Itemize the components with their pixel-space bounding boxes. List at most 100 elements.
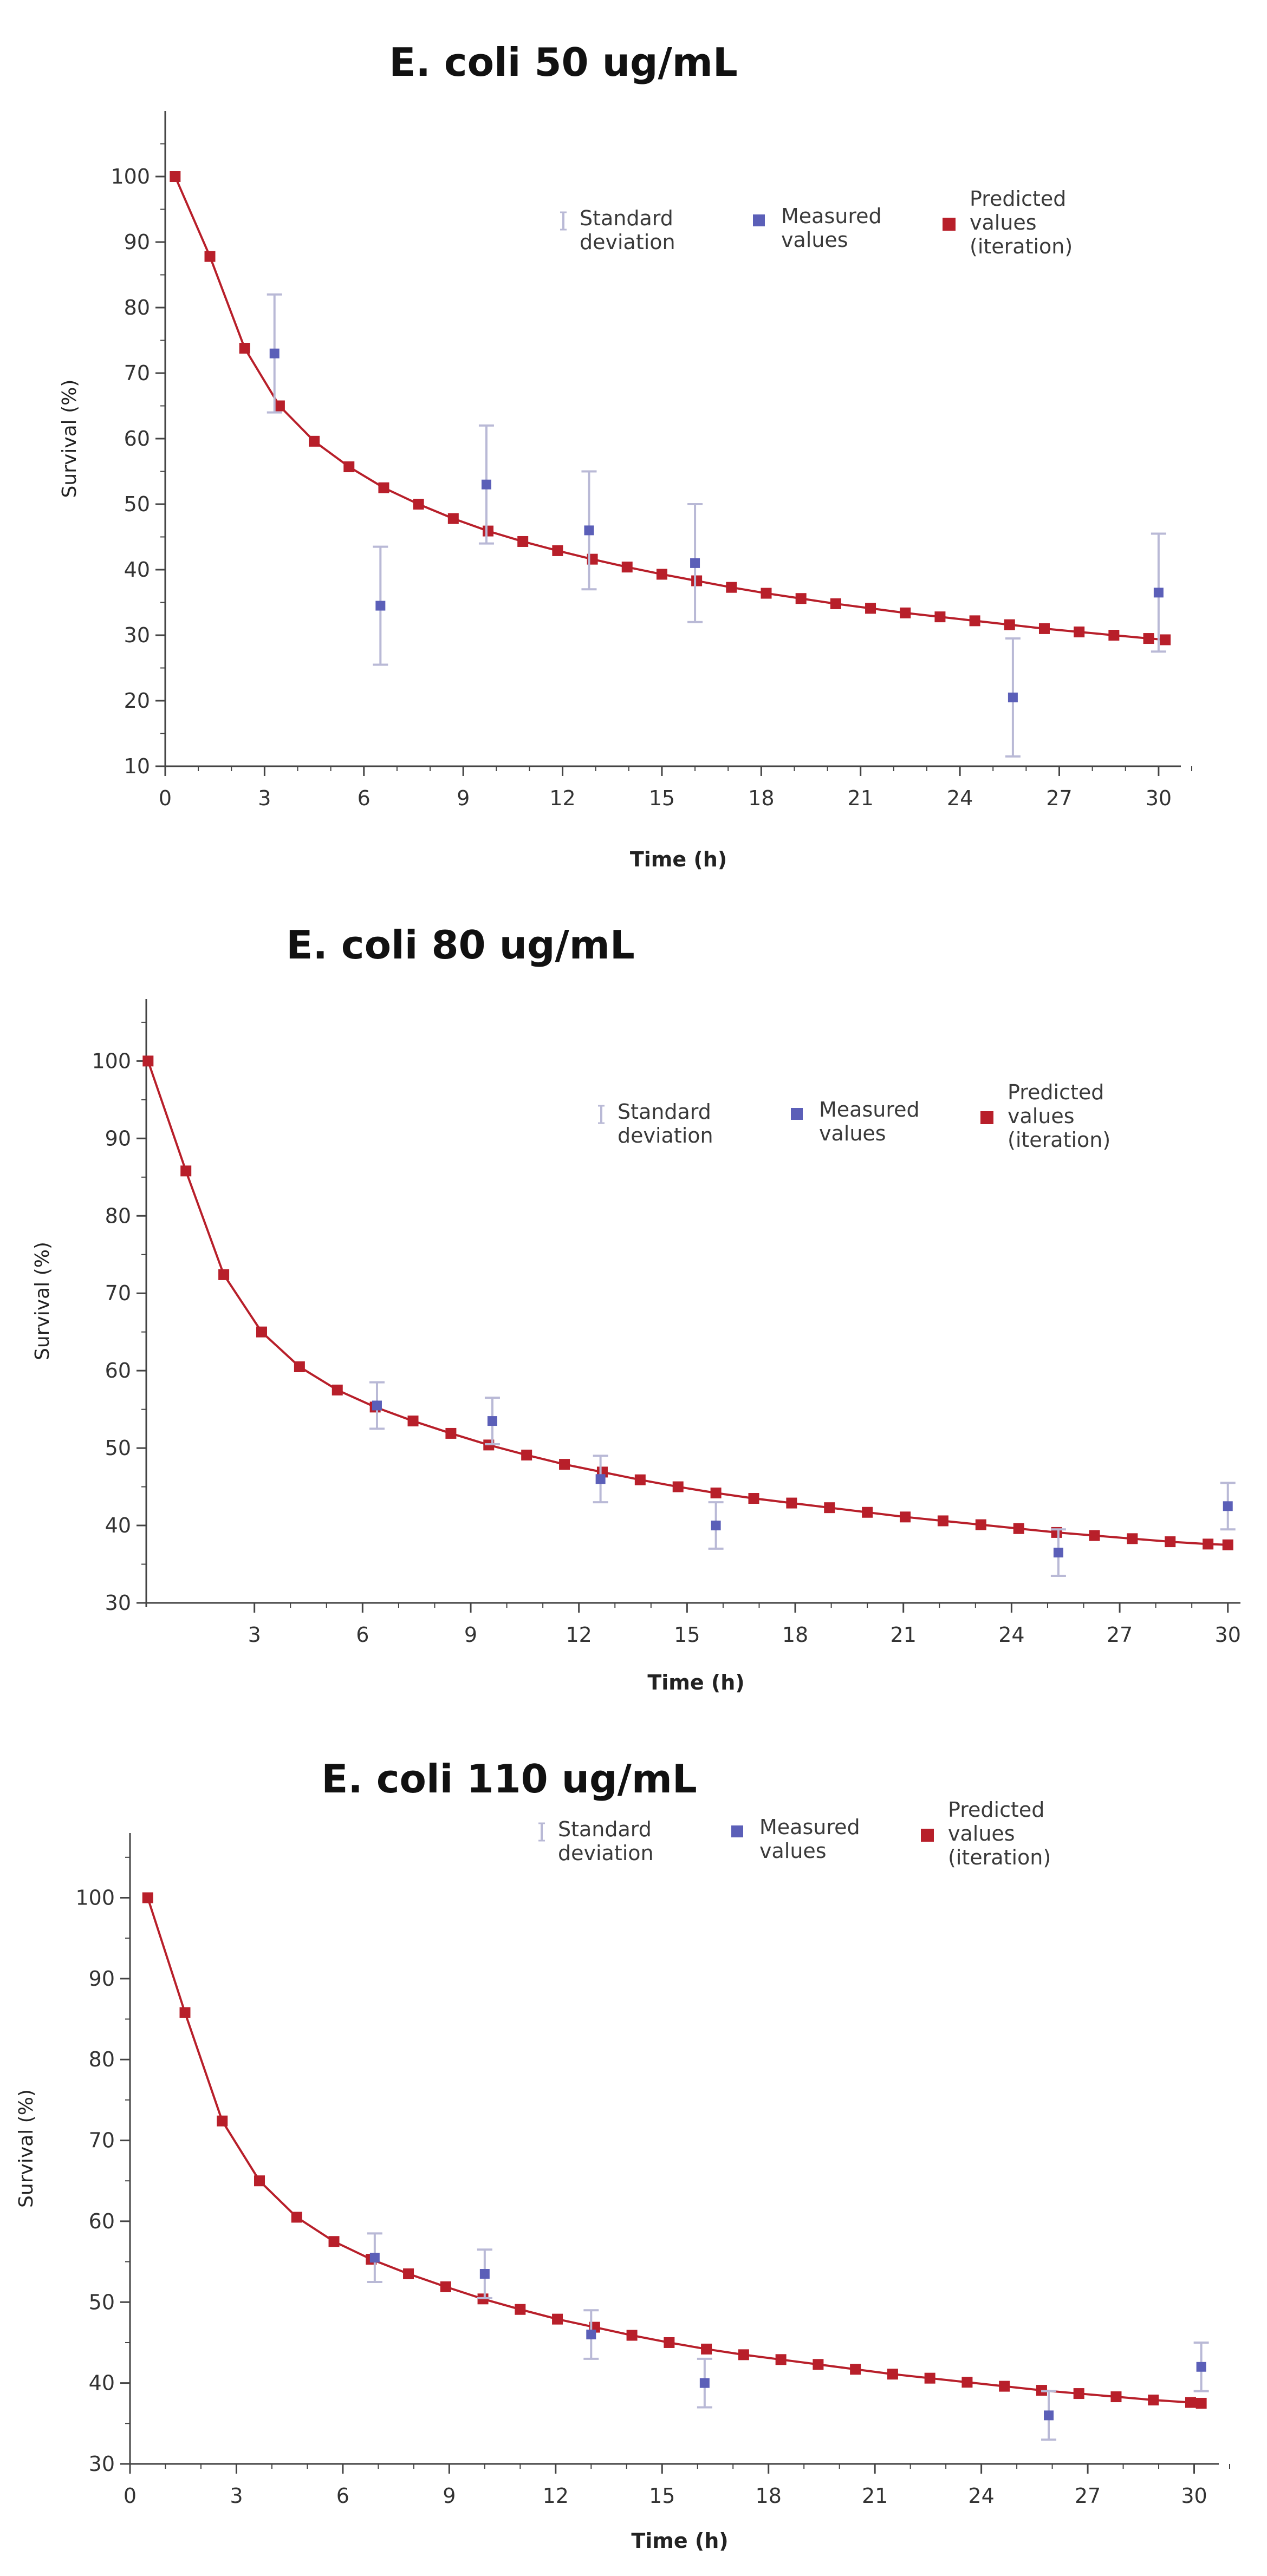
- y-tick-label: 90: [105, 1126, 131, 1150]
- legend-measured-label: Measured: [759, 1815, 860, 1839]
- x-tick-label: 30: [1146, 786, 1172, 810]
- y-tick-label: 60: [124, 427, 150, 451]
- x-tick-label: 9: [443, 2484, 456, 2508]
- legend-measured-marker: [791, 1108, 803, 1120]
- predicted-point: [634, 1474, 646, 1485]
- y-tick-label: 50: [105, 1436, 131, 1460]
- chart-panel-1: E. coli 50 ug/mL 10 20 30 40 50 60 70 80 90 100 0 3 6…: [59, 40, 1192, 871]
- predicted-point: [1110, 2391, 1122, 2403]
- x-tick-label: 3: [248, 1623, 261, 1647]
- predicted-line: [147, 1060, 1228, 1546]
- x-axis-label: Time (h): [631, 2529, 728, 2553]
- x-tick-label: 15: [649, 2484, 675, 2508]
- predicted-point: [552, 2313, 563, 2325]
- y-tick-label: 80: [89, 2047, 115, 2071]
- predicted-point: [217, 2115, 228, 2127]
- measured-point: [372, 1400, 382, 1411]
- predicted-point: [969, 615, 980, 627]
- chart-panel-2: E. coli 80 ug/mL 30 40 50 60 70 80 90 100 3 6 9 12 15…: [31, 922, 1241, 1694]
- predicted-point: [256, 1326, 267, 1338]
- measured-point: [1153, 588, 1164, 598]
- x-tick-label: 12: [566, 1623, 592, 1647]
- predicted-point: [328, 2236, 340, 2247]
- predicted-point: [552, 545, 563, 556]
- predicted-point: [1185, 2397, 1196, 2408]
- legend-predicted-label: Predicted: [1008, 1080, 1104, 1104]
- predicted-point: [294, 1361, 305, 1373]
- predicted-point: [1004, 619, 1015, 630]
- predicted-point: [179, 2007, 191, 2018]
- predicted-point: [1203, 1538, 1214, 1550]
- y-axis-label: Survival (%): [59, 380, 81, 498]
- predicted-point: [1073, 2388, 1084, 2399]
- y-tick-label: 40: [105, 1514, 131, 1537]
- measured-point: [586, 2330, 596, 2340]
- y-tick-label: 70: [105, 1281, 131, 1305]
- predicted-point: [672, 1481, 684, 1492]
- measured-point: [711, 1521, 721, 1531]
- x-tick-label: 12: [543, 2484, 569, 2508]
- predicted-point: [1222, 1539, 1233, 1550]
- x-tick-label: 24: [947, 786, 973, 810]
- predicted-point: [218, 1269, 230, 1280]
- predicted-point: [830, 598, 841, 609]
- measured-point: [269, 348, 280, 358]
- predicted-point: [1013, 1523, 1024, 1534]
- y-tick-label: 50: [124, 492, 150, 516]
- legend-measured-marker: [731, 1825, 743, 1837]
- legend-predicted-label: (iteration): [1008, 1128, 1110, 1152]
- predicted-point: [664, 2337, 675, 2348]
- predicted-point: [378, 482, 389, 493]
- predicted-point: [701, 2343, 712, 2355]
- y-tick-label: 100: [92, 1049, 131, 1073]
- predicted-point: [862, 1507, 873, 1518]
- predicted-point: [180, 1165, 192, 1177]
- predicted-point: [440, 2281, 451, 2292]
- measured-point: [1008, 692, 1018, 702]
- x-tick-label: 18: [748, 786, 774, 810]
- predicted-point: [521, 1449, 532, 1460]
- legend-predicted-label: (iteration): [948, 1845, 1051, 1869]
- predicted-point: [961, 2377, 973, 2388]
- predicted-point: [887, 2369, 898, 2380]
- legend-measured-label: Measured: [819, 1098, 920, 1121]
- y-tick-label: 30: [124, 623, 150, 647]
- predicted-point: [865, 603, 876, 614]
- predicted-point: [738, 2349, 749, 2360]
- measured-point: [699, 2378, 710, 2388]
- predicted-point: [626, 2330, 638, 2341]
- legend-measured-label: values: [781, 228, 848, 252]
- predicted-point: [824, 1502, 835, 1514]
- x-tick-label: 3: [230, 2484, 243, 2508]
- predicted-point: [142, 1055, 154, 1067]
- y-tick-label: 10: [124, 754, 150, 778]
- legend: StandarddeviationMeasuredvaluesPredicted…: [560, 187, 1073, 258]
- measured-point: [595, 1474, 606, 1484]
- measured-point: [369, 2253, 380, 2263]
- x-tick-label: 30: [1215, 1623, 1241, 1647]
- y-tick-label: 80: [105, 1204, 131, 1228]
- legend-std-label: Standard: [618, 1100, 711, 1124]
- x-tick-label: 15: [674, 1623, 700, 1647]
- predicted-point: [413, 499, 424, 510]
- legend-std-label: deviation: [618, 1124, 713, 1147]
- predicted-point: [900, 1511, 911, 1523]
- legend-measured-label: values: [819, 1121, 886, 1145]
- predicted-point: [309, 435, 320, 447]
- predicted-point: [1108, 630, 1120, 641]
- x-tick-label: 21: [848, 786, 874, 810]
- y-tick-label: 50: [89, 2290, 115, 2314]
- x-tick-label: 9: [457, 786, 470, 810]
- measured-point: [584, 525, 594, 536]
- y-tick-label: 30: [89, 2452, 115, 2476]
- predicted-point: [1165, 1536, 1176, 1548]
- x-tick-label: 0: [159, 786, 172, 810]
- x-tick-label: 0: [124, 2484, 137, 2508]
- x-tick-label: 6: [356, 1623, 369, 1647]
- x-tick-label: 18: [756, 2484, 782, 2508]
- legend-predicted-label: Predicted: [970, 187, 1066, 211]
- measured-point: [481, 479, 491, 490]
- x-tick-label: 9: [464, 1623, 477, 1647]
- predicted-point: [559, 1459, 570, 1470]
- legend-std-label: deviation: [580, 230, 675, 254]
